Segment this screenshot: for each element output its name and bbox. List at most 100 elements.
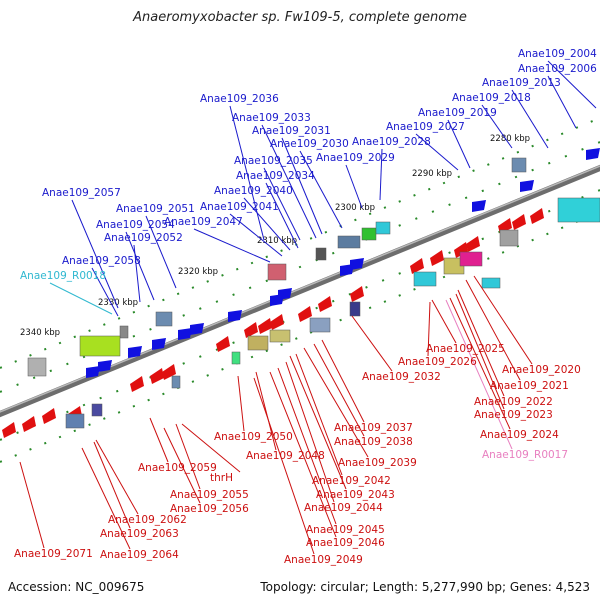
gene-label-anae109-r0018[interactable]: Anae109_R0018 — [20, 270, 106, 282]
gene-label-anae109-2050[interactable]: Anae109_2050 — [214, 431, 293, 443]
gene-label-anae109-2046[interactable]: Anae109_2046 — [306, 537, 385, 549]
scale-label-2320-kbp: 2320 kbp — [178, 267, 218, 277]
gene-label-anae109-2057[interactable]: Anae109_2057 — [42, 187, 121, 199]
gene-block-22 — [91, 403, 103, 417]
gene-label-anae109-2047[interactable]: Anae109_2047 — [164, 216, 243, 228]
gene-label-anae109-2023[interactable]: Anae109_2023 — [474, 409, 553, 421]
gene-block-9 — [27, 357, 47, 377]
leader-anae109-2038 — [313, 343, 365, 437]
leader-anae109-2031 — [281, 137, 323, 235]
gene-block-20 — [231, 351, 241, 365]
scale-label-2330-kbp: 2330 kbp — [98, 298, 138, 308]
gene-label-anae109-2033[interactable]: Anae109_2033 — [232, 112, 311, 124]
gene-label-anae109-2055[interactable]: Anae109_2055 — [170, 489, 249, 501]
gene-block-5 — [267, 263, 287, 281]
gene-label-anae109-2045[interactable]: Anae109_2045 — [306, 524, 385, 536]
gene-label-anae109-2058[interactable]: Anae109_2058 — [62, 255, 141, 267]
leader-anae109-2006 — [547, 75, 577, 129]
scale-label-2290-kbp: 2290 kbp — [412, 169, 452, 179]
gene-label-anae109-2022[interactable]: Anae109_2022 — [474, 396, 553, 408]
gene-label-anae109-2006[interactable]: Anae109_2006 — [518, 63, 597, 75]
gene-label-anae109-2032[interactable]: Anae109_2032 — [362, 371, 441, 383]
gene-label-anae109-r0017[interactable]: Anae109_R0017 — [482, 449, 568, 461]
gene-label-anae109-2028[interactable]: Anae109_2028 — [352, 136, 431, 148]
leader-anae109-2042 — [295, 353, 343, 476]
gene-labels: Anae109_2004 Anae109_2006 Anae109_2013 Anae… — [14, 48, 597, 566]
leader-anae109-2030 — [299, 150, 343, 229]
gene-label-anae109-2025[interactable]: Anae109_2025 — [426, 343, 505, 355]
leader-anae109-2055 — [175, 423, 201, 490]
leader-anae109-2071 — [19, 461, 45, 549]
gene-label-anae109-2034[interactable]: Anae109_2034 — [236, 170, 315, 182]
gene-label-anae109-2018[interactable]: Anae109_2018 — [452, 92, 531, 104]
gene-label-anae109-2039[interactable]: Anae109_2039 — [338, 457, 417, 469]
reverse-gene-12 — [216, 336, 230, 352]
gene-label-anae109-2027[interactable]: Anae109_2027 — [386, 121, 465, 133]
forward-gene-9 — [128, 346, 142, 358]
gene-label-anae109-2030[interactable]: Anae109_2030 — [270, 138, 349, 150]
gene-label-anae109-2064[interactable]: Anae109_2064 — [100, 549, 179, 561]
forward-gene-7 — [190, 323, 204, 335]
leader-anae109-2045 — [277, 367, 337, 525]
gene-label-anae109-2040[interactable]: Anae109_2040 — [214, 185, 293, 197]
gene-label-anae109-2026[interactable]: Anae109_2026 — [398, 356, 477, 368]
leader-anae109-2023 — [455, 293, 505, 410]
leader-anae109-2054 — [125, 231, 155, 301]
gene-label-anae109-2004[interactable]: Anae109_2004 — [518, 48, 597, 60]
leader-anae109-2058 — [91, 267, 119, 317]
gene-label-anae109-2036[interactable]: Anae109_2036 — [200, 93, 279, 105]
gene-label-anae109-2029[interactable]: Anae109_2029 — [316, 152, 395, 164]
gene-block-13 — [459, 251, 483, 267]
forward-gene-12 — [228, 310, 242, 322]
leader-anae109-2028 — [379, 148, 383, 201]
gene-label-anae109-2059[interactable]: Anae109_2059 — [138, 462, 217, 474]
gene-block-4 — [315, 247, 327, 261]
reverse-gene-1 — [512, 214, 526, 230]
scale-label-2300-kbp: 2300 kbp — [335, 203, 375, 213]
reverse-gene-20 — [350, 286, 364, 302]
gene-label-anae109-2020[interactable]: Anae109_2020 — [502, 364, 581, 376]
gene-label-anae109-2056[interactable]: Anae109_2056 — [170, 503, 249, 515]
gene-label-anae109-2043[interactable]: Anae109_2043 — [316, 489, 395, 501]
reverse-gene-2 — [530, 208, 544, 224]
gene-label-anae109-2024[interactable]: Anae109_2024 — [480, 429, 559, 441]
gene-block-17 — [309, 317, 331, 333]
gene-label-anae109-2031[interactable]: Anae109_2031 — [252, 125, 331, 137]
gene-label-anae109-2071[interactable]: Anae109_2071 — [14, 548, 93, 560]
leader-anae109-2033 — [261, 124, 317, 239]
topology-text: Topology: circular; Length: 5,277,990 bp… — [260, 580, 590, 594]
gene-label-anae109-2042[interactable]: Anae109_2042 — [312, 475, 391, 487]
leader-anae109-2026 — [427, 301, 431, 357]
leader-anae109-2024 — [449, 297, 511, 430]
gene-label-anae109-2054[interactable]: Anae109_2054 — [96, 219, 175, 231]
genome-title: Anaeromyxobacter sp. Fw109-5, complete g… — [133, 10, 467, 25]
gene-label-anae109-2062[interactable]: Anae109_2062 — [108, 514, 187, 526]
forward-gene-6 — [270, 294, 284, 306]
gene-block-15 — [481, 277, 501, 289]
gene-label-anae109-2038[interactable]: Anae109_2038 — [334, 436, 413, 448]
gene-label-anae109-2019[interactable]: Anae109_2019 — [418, 107, 497, 119]
scale-labels: 2280 kbp 2290 kbp 2300 kbp 2310 kbp 2320 kbp… — [20, 134, 530, 338]
gene-label-anae109-2041[interactable]: Anae109_2041 — [200, 201, 279, 213]
gene-label-anae109-2021[interactable]: Anae109_2021 — [490, 380, 569, 392]
gene-label-anae109-2044[interactable]: Anae109_2044 — [304, 502, 383, 514]
reverse-gene-16 — [42, 408, 56, 424]
reverse-gene-3 — [410, 258, 424, 274]
leader-anae109-2029 — [345, 164, 363, 209]
gene-label-anae109-2013[interactable]: Anae109_2013 — [482, 77, 561, 89]
gene-label-thrh[interactable]: thrH — [210, 472, 233, 484]
leader-anae109-2032 — [351, 315, 393, 372]
gene-label-anae109-2037[interactable]: Anae109_2037 — [334, 422, 413, 434]
gene-label-anae109-2051[interactable]: Anae109_2051 — [116, 203, 195, 215]
leader-anae109-2039 — [303, 347, 369, 458]
leader-anae109-2063 — [93, 441, 131, 529]
gene-label-anae109-2035[interactable]: Anae109_2035 — [234, 155, 313, 167]
leader-anae109-2056 — [163, 427, 201, 504]
gene-label-anae109-2052[interactable]: Anae109_2052 — [104, 232, 183, 244]
gene-label-anae109-2048[interactable]: Anae109_2048 — [246, 450, 325, 462]
gene-label-anae109-2049[interactable]: Anae109_2049 — [284, 554, 363, 566]
gene-label-anae109-2063[interactable]: Anae109_2063 — [100, 528, 179, 540]
forward-gene-13 — [152, 338, 166, 350]
gene-block-23 — [65, 413, 85, 429]
